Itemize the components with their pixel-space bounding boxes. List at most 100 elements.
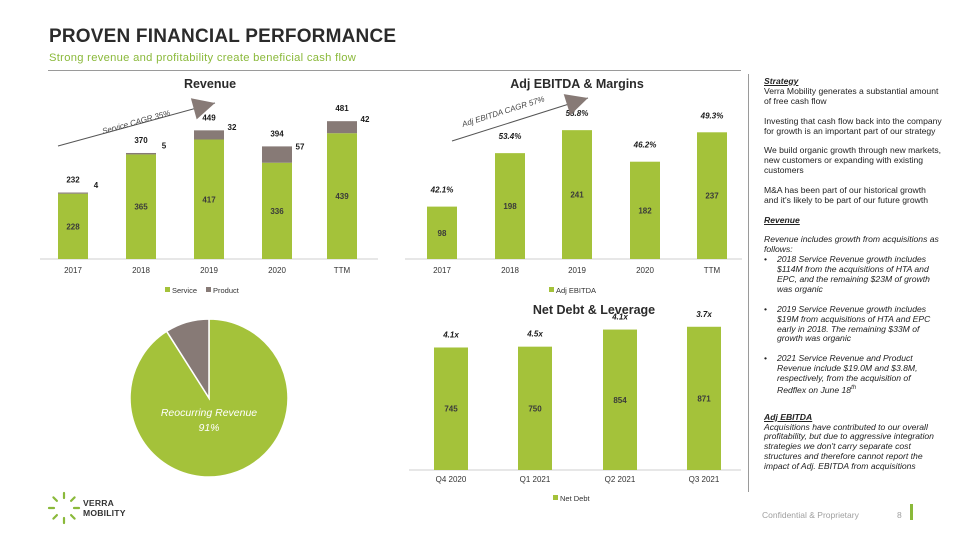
revenue-chart-title: Revenue	[183, 77, 237, 91]
leverage-label: 4.1x	[611, 313, 628, 322]
revenue-bullet-2021: 2021 Service Revenue and Product Revenue…	[764, 353, 942, 395]
revenue-total-label: 232	[66, 176, 80, 185]
revenue-service-label: 336	[270, 207, 284, 216]
ebitda-x-tick: 2017	[433, 266, 451, 275]
legend-label-net-debt: Net Debt	[560, 494, 591, 503]
revenue-x-tick: 2018	[132, 266, 150, 275]
logo-line-2: MOBILITY	[83, 507, 126, 518]
revenue-service-bar	[327, 133, 357, 259]
revenue-x-tick: 2020	[268, 266, 286, 275]
ebitda-x-tick: 2020	[636, 266, 654, 275]
revenue-intro: Revenue includes growth from acquisition…	[764, 234, 939, 255]
ebitda-x-tick: 2018	[501, 266, 519, 275]
debt-value-label: 745	[444, 405, 458, 414]
legend-swatch-ebitda	[549, 287, 554, 292]
confidential-notice: Confidential & Proprietary	[762, 510, 859, 520]
revenue-product-bar	[327, 121, 357, 134]
ebitda-chart-title: Adj EBITDA & Margins	[510, 77, 644, 91]
ebitda-value-label: 182	[638, 206, 652, 215]
leverage-label: 4.5x	[526, 330, 543, 339]
revenue-service-bar	[58, 193, 88, 259]
revenue-product-label: 4	[94, 181, 99, 190]
ordinal-suffix: th	[851, 384, 857, 391]
revenue-bullet-list: 2018 Service Revenue growth includes $11…	[764, 254, 942, 396]
revenue-x-tick: 2019	[200, 266, 218, 275]
strategy-text-4: M&A has been part of our historical grow…	[764, 184, 929, 205]
debt-bar	[603, 329, 637, 470]
legend-label-service: Service	[172, 286, 197, 295]
revenue-product-label: 42	[361, 115, 370, 124]
commentary-sidebar: Strategy Verra Mobility generates a subs…	[764, 76, 942, 472]
pie-label-value: 91%	[198, 422, 219, 434]
revenue-product-bar	[58, 192, 88, 194]
revenue-service-label: 439	[335, 192, 349, 201]
revenue-chart: 228 4 232 2017 365 5 370 2018 417 32 449 2019 336 57 3…	[40, 98, 378, 295]
ebitda-value-label: 237	[705, 192, 719, 201]
pie-slice-other	[165, 318, 210, 401]
ebitda-value-label: 98	[438, 229, 447, 238]
verra-mobility-logo-icon	[47, 491, 81, 525]
net-debt-chart-title: Net Debt & Leverage	[532, 303, 656, 317]
ebitda-heading: Adj EBITDA	[764, 411, 813, 422]
legend-label-ebitda: Adj EBITDA	[556, 286, 596, 295]
page-number: 8	[897, 510, 902, 520]
net-debt-chart: 745 4.1x Q4 2020 750 4.5x Q1 2021 854 4.1x Q2 20…	[409, 310, 741, 503]
revenue-service-label: 417	[202, 195, 216, 204]
ebitda-text: Acquisitions have contributed to our ove…	[764, 421, 934, 472]
debt-value-label: 750	[528, 404, 542, 413]
page-subtitle: Strong revenue and profitability create …	[49, 52, 357, 64]
revenue-bullet-2021-text: 2021 Service Revenue and Product Revenue…	[777, 353, 918, 395]
ebitda-cagr-arrow	[451, 94, 589, 142]
revenue-service-bar	[262, 162, 292, 259]
debt-value-label: 871	[697, 394, 711, 403]
revenue-product-label: 5	[162, 142, 167, 151]
pie-label: Reocurring Revenue	[161, 407, 257, 419]
revenue-bullet-2018: 2018 Service Revenue growth includes $11…	[764, 254, 942, 295]
revenue-x-tick: TTM	[334, 266, 351, 275]
title-divider	[48, 70, 741, 71]
ebitda-margin-label: 53.8%	[566, 109, 589, 118]
strategy-heading: Strategy	[764, 76, 799, 86]
revenue-total-label: 370	[134, 136, 148, 145]
revenue-service-bar	[194, 139, 224, 259]
page-title: PROVEN FINANCIAL PERFORMANCE	[49, 26, 397, 47]
ebitda-bar	[697, 132, 727, 259]
logo-line-1: VERRA	[83, 498, 115, 508]
legend-swatch-service	[165, 287, 170, 292]
legend-swatch-net-debt	[553, 495, 558, 500]
revenue-service-label: 365	[134, 203, 148, 212]
debt-bar	[518, 346, 552, 470]
ebitda-value-label: 198	[503, 202, 517, 211]
ebitda-margin-label: 49.3%	[700, 111, 724, 120]
ebitda-chart: 98 42.1% 2017 198 53.4% 2018 241 53.8% 2019 182 46…	[405, 94, 742, 295]
ebitda-bar	[495, 153, 525, 259]
recurring-revenue-pie: Reocurring Revenue 91%	[129, 318, 289, 478]
revenue-total-label: 481	[335, 104, 349, 113]
debt-x-tick: Q1 2021	[520, 475, 551, 484]
logo-wordmark: VERRA MOBILITY	[83, 498, 126, 518]
revenue-total-label: 394	[270, 129, 284, 138]
ebitda-bar	[562, 130, 592, 259]
footer-accent-bar	[910, 504, 913, 520]
legend-swatch-product	[206, 287, 211, 292]
revenue-service-bar	[126, 154, 156, 259]
strategy-text-2: Investing that cash flow back into the c…	[764, 115, 942, 136]
ebitda-margin-label: 42.1%	[430, 186, 454, 195]
ebitda-x-tick: TTM	[704, 266, 721, 275]
debt-x-tick: Q4 2020	[436, 475, 467, 484]
revenue-cagr-arrow	[57, 98, 216, 147]
ebitda-bar	[427, 206, 457, 259]
debt-value-label: 854	[613, 396, 627, 405]
ebitda-margin-label: 46.2%	[633, 141, 657, 150]
strategy-text-3: We build organic growth through new mark…	[764, 145, 942, 176]
debt-x-tick: Q3 2021	[689, 475, 720, 484]
revenue-product-label: 57	[296, 143, 305, 152]
revenue-bullet-2019: 2019 Service Revenue growth includes $19…	[764, 304, 942, 345]
revenue-product-bar	[126, 152, 156, 155]
revenue-product-label: 32	[228, 123, 237, 132]
debt-bar	[687, 326, 721, 470]
strategy-text-1: Verra Mobility generates a substantial a…	[764, 85, 939, 106]
revenue-service-label: 228	[66, 222, 80, 231]
debt-bar	[434, 347, 468, 470]
ebitda-bar	[630, 161, 660, 259]
